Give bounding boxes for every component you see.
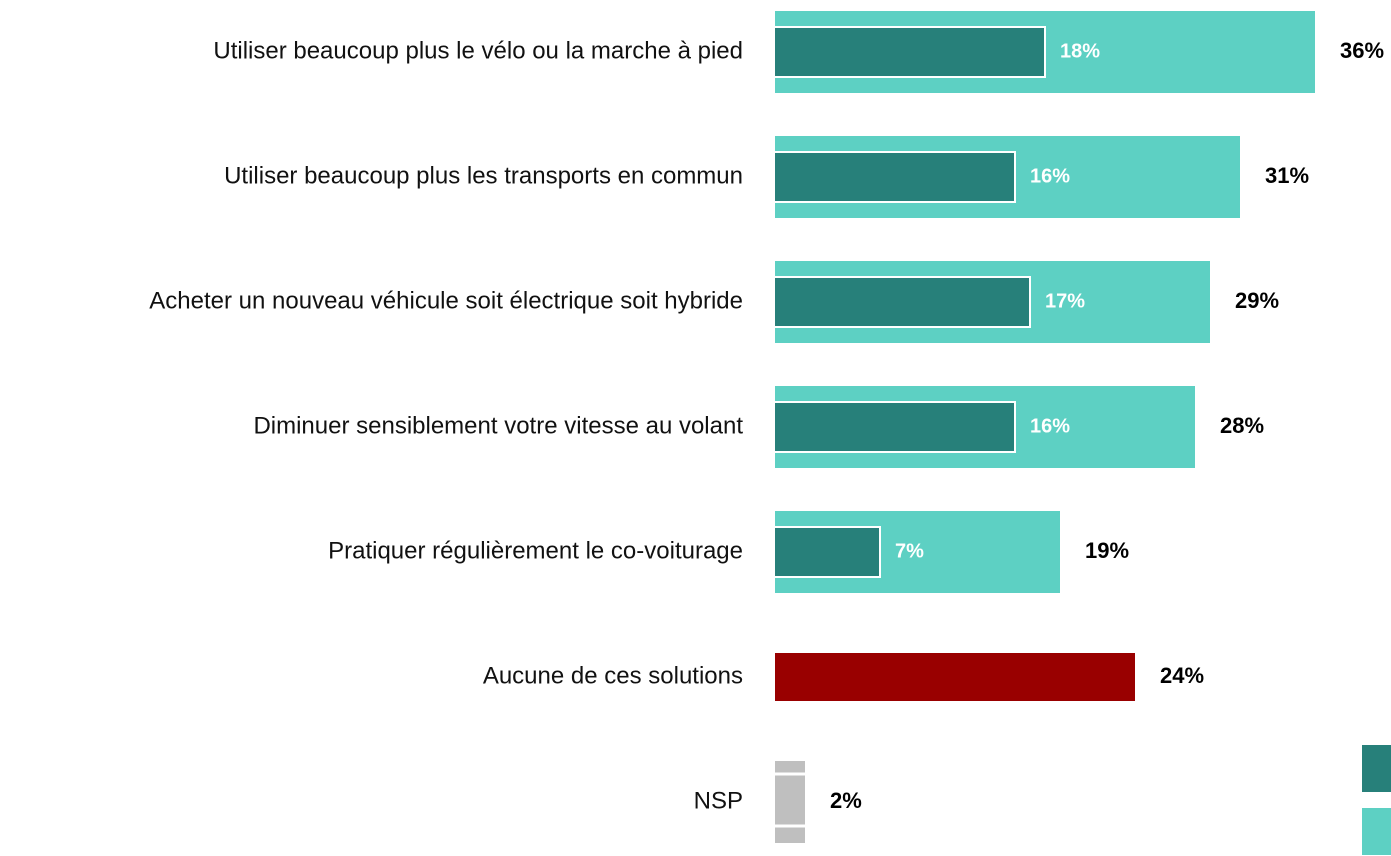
category-label: Utiliser beaucoup plus les transports en…: [224, 162, 743, 189]
value-label-inner: 17%: [1045, 290, 1085, 312]
category-label: Aucune de ces solutions: [483, 662, 743, 689]
value-label-inner: 18%: [1060, 40, 1100, 62]
value-label: 36%: [1340, 38, 1384, 63]
bar-inner: [773, 526, 881, 578]
bar-inner: [773, 276, 1031, 328]
category-label: Acheter un nouveau véhicule soit électri…: [149, 287, 743, 314]
value-label: 24%: [1160, 663, 1204, 688]
value-label: 28%: [1220, 413, 1264, 438]
value-label: 19%: [1085, 538, 1129, 563]
value-label-inner: 16%: [1030, 415, 1070, 437]
value-label: 29%: [1235, 288, 1279, 313]
bar: [775, 653, 1135, 701]
value-label-inner: 7%: [895, 540, 924, 562]
legend-swatch: [1362, 808, 1391, 855]
legend-swatch: [1362, 745, 1391, 792]
value-label: 31%: [1265, 163, 1309, 188]
bar-inner: [773, 151, 1016, 203]
category-label: Diminuer sensiblement votre vitesse au v…: [253, 412, 743, 439]
category-label: Utiliser beaucoup plus le vélo ou la mar…: [213, 37, 743, 64]
category-label: NSP: [694, 787, 743, 814]
category-label: Pratiquer régulièrement le co-voiturage: [328, 537, 743, 564]
bar-inner: [773, 401, 1016, 453]
value-label: 2%: [830, 788, 862, 813]
bar-inner: [773, 26, 1046, 78]
value-label-inner: 16%: [1030, 165, 1070, 187]
